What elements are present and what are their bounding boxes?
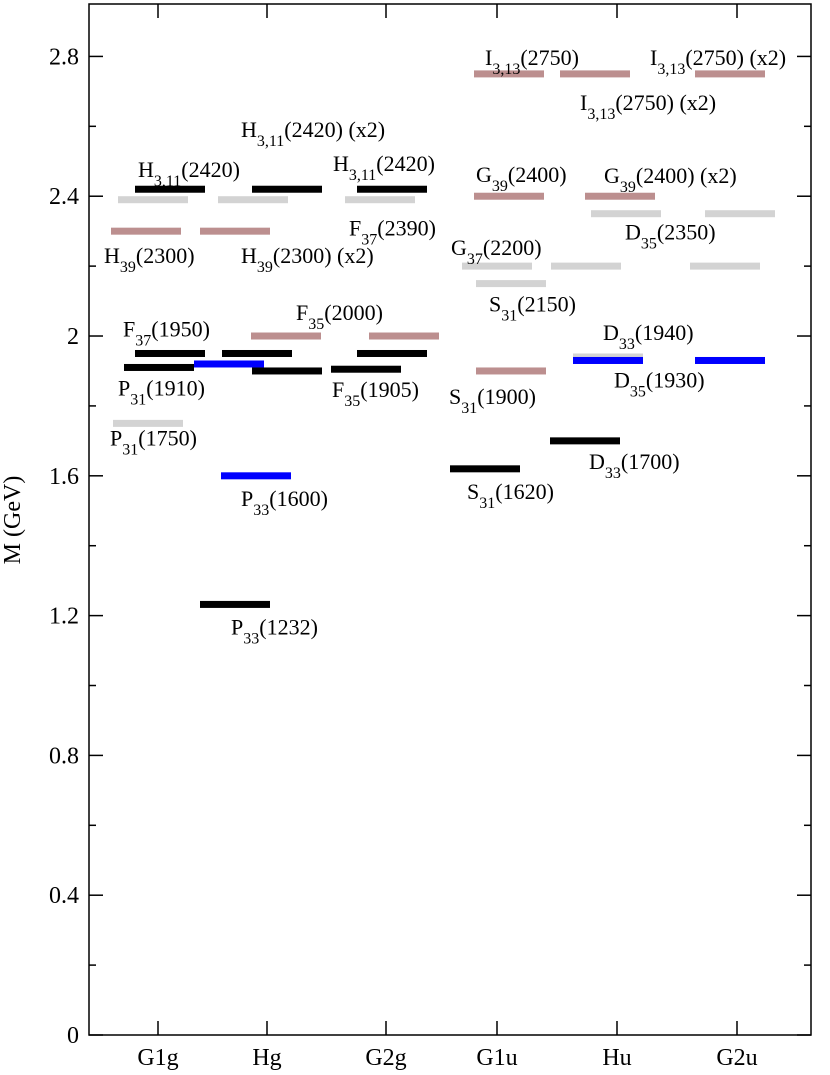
- y-tick-label: 1.6: [49, 464, 79, 490]
- level-label: P31(1910): [118, 375, 205, 408]
- level-bar: [550, 437, 620, 445]
- level-label: F37(2390): [349, 216, 436, 249]
- level-label: P33(1600): [241, 486, 328, 519]
- level-bar: [690, 262, 760, 270]
- y-tick-label: 2: [67, 324, 79, 350]
- level-bar: [331, 365, 401, 373]
- y-tick-label: 2.4: [49, 184, 79, 210]
- level-bar: [585, 192, 655, 200]
- level-bar: [221, 472, 291, 480]
- level-label: H3,11(2420) (x2): [241, 117, 385, 150]
- level-bar: [252, 367, 322, 375]
- level-bar: [135, 185, 205, 193]
- level-bar: [462, 262, 532, 270]
- x-tick-label: Hu: [602, 1045, 631, 1071]
- level-bar: [135, 349, 205, 357]
- level-bar: [551, 262, 621, 270]
- level-label: H3,11(2420): [138, 157, 240, 190]
- level-bar: [695, 356, 765, 364]
- level-bar: [573, 356, 643, 364]
- plot-frame: [88, 3, 812, 1036]
- level-bar: [560, 70, 630, 78]
- level-label: S31(1620): [467, 479, 554, 512]
- level-label: G37(2200): [451, 235, 542, 268]
- level-bar: [695, 70, 765, 78]
- level-label: P31(1750): [110, 425, 197, 458]
- level-bar: [218, 196, 288, 204]
- level-label: H39(2300) (x2): [241, 243, 374, 276]
- level-label: H39(2300): [104, 243, 195, 276]
- y-axis: 0 0.4 0.8 1.2 1.6 2 2.4 2.8: [49, 44, 811, 1049]
- level-bar: [474, 70, 544, 78]
- level-bar: [124, 363, 194, 371]
- level-marks: [111, 70, 775, 608]
- level-label: I3,13(2750) (x2): [650, 45, 786, 78]
- level-bar: [474, 192, 544, 200]
- level-label: H3,11(2420): [333, 151, 435, 184]
- x-tick-label: G1g: [137, 1045, 178, 1071]
- level-bar: [357, 185, 427, 193]
- x-tick-label: G2u: [716, 1045, 757, 1071]
- level-label: S31(1900): [449, 384, 536, 417]
- level-label: I3,13(2750) (x2): [580, 90, 716, 123]
- level-bar: [118, 196, 188, 204]
- level-bar: [113, 419, 183, 427]
- level-bar: [222, 349, 292, 357]
- level-bar: [476, 280, 546, 288]
- level-label: G39(2400): [476, 162, 567, 195]
- level-label: P33(1232): [231, 614, 318, 647]
- level-bar: [369, 332, 439, 340]
- y-tick-label: 0: [67, 1023, 79, 1049]
- y-tick-label: 2.8: [49, 44, 79, 70]
- y-tick-label: 1.2: [49, 604, 79, 630]
- level-label: D35(1930): [614, 367, 705, 400]
- x-tick-label: Hg: [252, 1045, 281, 1071]
- level-bar: [591, 210, 661, 218]
- level-bar: [705, 210, 775, 218]
- level-label: D35(2350): [625, 220, 716, 253]
- level-label: D33(1700): [589, 449, 680, 482]
- level-labels: H3,11(2420) H39(2300) F37(1950) P31(1910) P3…: [104, 45, 786, 648]
- x-tick-label: G1u: [476, 1045, 517, 1071]
- level-bar: [476, 367, 546, 375]
- level-label: S31(2150): [489, 292, 576, 325]
- level-bar: [252, 185, 322, 193]
- level-bar: [251, 332, 321, 340]
- y-tick-label: 0.8: [49, 743, 79, 769]
- level-label: G39(2400) (x2): [604, 163, 737, 196]
- level-bar: [357, 349, 427, 357]
- level-label: F35(2000): [296, 300, 383, 333]
- level-bar: [111, 227, 181, 235]
- level-label: F37(1950): [123, 316, 210, 349]
- level-bar: [345, 196, 415, 204]
- level-label: D33(1940): [603, 320, 694, 353]
- level-label: I3,13(2750): [485, 45, 579, 78]
- level-bar: [450, 465, 520, 473]
- x-tick-label: G2g: [365, 1045, 406, 1071]
- level-bar: [200, 600, 270, 608]
- y-tick-label: 0.4: [49, 883, 79, 909]
- y-axis-title: M (GeV): [0, 476, 26, 565]
- level-bar: [194, 360, 264, 368]
- x-axis: G1g Hg G2g G1u Hu G2u: [137, 4, 758, 1071]
- level-bar: [200, 227, 270, 235]
- level-label: F35(1905): [332, 377, 419, 410]
